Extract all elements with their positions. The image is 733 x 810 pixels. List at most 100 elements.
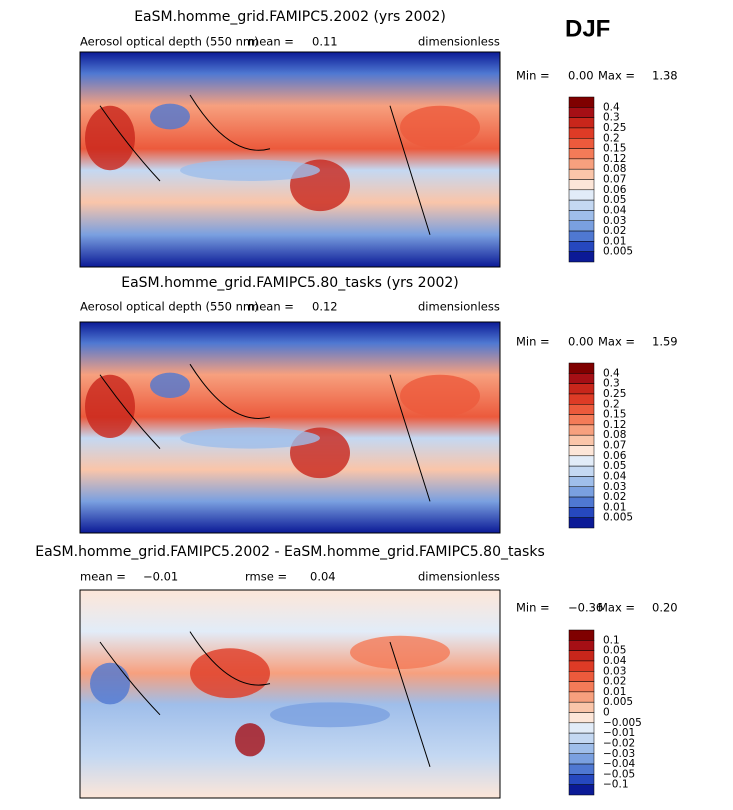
colorbar-swatch xyxy=(568,445,595,457)
colorbar-swatch xyxy=(568,753,595,765)
map-region xyxy=(90,662,130,705)
colorbar-label: 0.04 xyxy=(603,470,627,482)
colorbar-label: 0.02 xyxy=(603,225,626,237)
colorbar-swatch xyxy=(568,712,595,724)
colorbar-swatch xyxy=(568,414,595,426)
colorbar-label: 0.07 xyxy=(603,174,626,186)
colorbar-label: 0.01 xyxy=(603,501,626,513)
panel-title: EaSM.homme_grid.FAMIPC5.80_tasks (yrs 20… xyxy=(121,275,459,291)
colorbar-swatch xyxy=(568,220,595,232)
colorbar-label: 0.3 xyxy=(603,378,620,390)
colorbar-label: 0.2 xyxy=(603,132,620,144)
variable-label: Aerosol optical depth (550 nm) xyxy=(80,300,259,314)
max-value: 1.59 xyxy=(652,335,678,349)
colorbar-swatch xyxy=(568,393,595,405)
colorbar-swatch xyxy=(568,210,595,221)
colorbar-swatch xyxy=(568,148,595,160)
colorbar-label: 0.1 xyxy=(603,634,620,646)
colorbar-swatch xyxy=(568,640,595,651)
map-region xyxy=(270,702,390,728)
colorbar-swatch xyxy=(568,138,595,149)
min-value: 0.00 xyxy=(568,69,594,83)
stat-value: 0.11 xyxy=(312,35,338,49)
variable-label: Aerosol optical depth (550 nm) xyxy=(80,35,259,49)
colorbar-swatch xyxy=(568,127,595,139)
stat-label: mean = xyxy=(80,570,126,584)
colorbar-label: 0.08 xyxy=(603,429,626,441)
colorbar-swatch xyxy=(568,179,595,191)
colorbar-label: 0.005 xyxy=(603,246,633,258)
panel-title: EaSM.homme_grid.FAMIPC5.2002 - EaSM.homm… xyxy=(35,544,545,560)
colorbar-label: −0.005 xyxy=(603,717,642,729)
colorbar-label: 0.03 xyxy=(603,665,626,677)
colorbar-swatch xyxy=(568,681,595,693)
map-region xyxy=(400,105,480,149)
colorbar-label: 0.25 xyxy=(603,388,626,400)
colorbar-label: 0.15 xyxy=(603,143,626,155)
colorbar-swatch xyxy=(568,465,595,477)
colorbar-label: 0.04 xyxy=(603,655,627,667)
colorbar-label: −0.01 xyxy=(603,727,635,739)
stat-value: −0.01 xyxy=(143,570,178,584)
colorbar-label: 0.12 xyxy=(603,153,626,165)
colorbar-label: 0 xyxy=(603,707,610,719)
colorbar-label: 0.005 xyxy=(603,512,633,524)
colorbar-swatch xyxy=(568,189,595,201)
map-region xyxy=(400,374,480,417)
colorbar-swatch xyxy=(568,743,595,754)
map-field xyxy=(79,51,501,268)
colorbar-label: 0.15 xyxy=(603,409,626,421)
season-label: DJF xyxy=(565,15,610,42)
coastline xyxy=(99,631,431,767)
colorbar-swatch xyxy=(568,722,595,734)
colorbar-swatch xyxy=(568,784,595,796)
colorbar-label: 0.05 xyxy=(603,645,626,657)
map-region xyxy=(235,723,265,757)
map-region xyxy=(350,635,450,670)
stat-label: mean = xyxy=(248,35,294,49)
colorbar-label: 0.01 xyxy=(603,686,626,698)
colorbar-label: 0.07 xyxy=(603,440,626,452)
colorbar-swatch xyxy=(568,241,595,252)
colorbar-label: −0.02 xyxy=(603,737,635,749)
colorbar-label: −0.03 xyxy=(603,748,635,760)
colorbar-swatch xyxy=(568,455,595,467)
units-label: dimensionless xyxy=(418,300,500,314)
map-region xyxy=(85,105,135,171)
colorbar-swatch xyxy=(568,424,595,436)
colorbar-label: 0.08 xyxy=(603,163,626,175)
colorbar-swatch xyxy=(568,96,595,108)
colorbar-label: 0.05 xyxy=(603,194,626,206)
map-region xyxy=(190,648,270,699)
map-region xyxy=(150,103,190,130)
colorbar-swatch xyxy=(568,774,595,785)
colorbar-label: 0.02 xyxy=(603,491,626,503)
colorbar-label: 0.4 xyxy=(603,101,620,113)
max-value: 0.20 xyxy=(652,601,678,615)
map-region xyxy=(150,372,190,398)
colorbar-label: −0.05 xyxy=(603,768,635,780)
colorbar-label: 0.06 xyxy=(603,184,627,196)
stat-value: 0.04 xyxy=(310,570,336,584)
colorbar-swatch xyxy=(568,251,595,263)
colorbar-swatch xyxy=(568,763,595,775)
colorbar-swatch xyxy=(568,732,595,744)
colorbar-swatch xyxy=(568,230,595,242)
units-label: dimensionless xyxy=(418,35,500,49)
colorbar-swatch xyxy=(568,199,595,211)
colorbar-label: 0.02 xyxy=(603,676,626,688)
max-value: 1.38 xyxy=(652,69,678,83)
min-label: Min = xyxy=(516,69,550,83)
colorbar-swatch xyxy=(568,158,595,170)
colorbar-label: 0.3 xyxy=(603,112,620,124)
min-label: Min = xyxy=(516,601,550,615)
colorbar-swatch xyxy=(568,362,595,374)
map-region xyxy=(85,374,135,439)
colorbar-swatch xyxy=(568,476,595,487)
colorbar-swatch xyxy=(568,701,595,713)
colorbar-swatch xyxy=(568,517,595,529)
max-label: Max = xyxy=(598,69,635,83)
colorbar-label: 0.2 xyxy=(603,398,620,410)
colorbar-label: 0.12 xyxy=(603,419,626,431)
